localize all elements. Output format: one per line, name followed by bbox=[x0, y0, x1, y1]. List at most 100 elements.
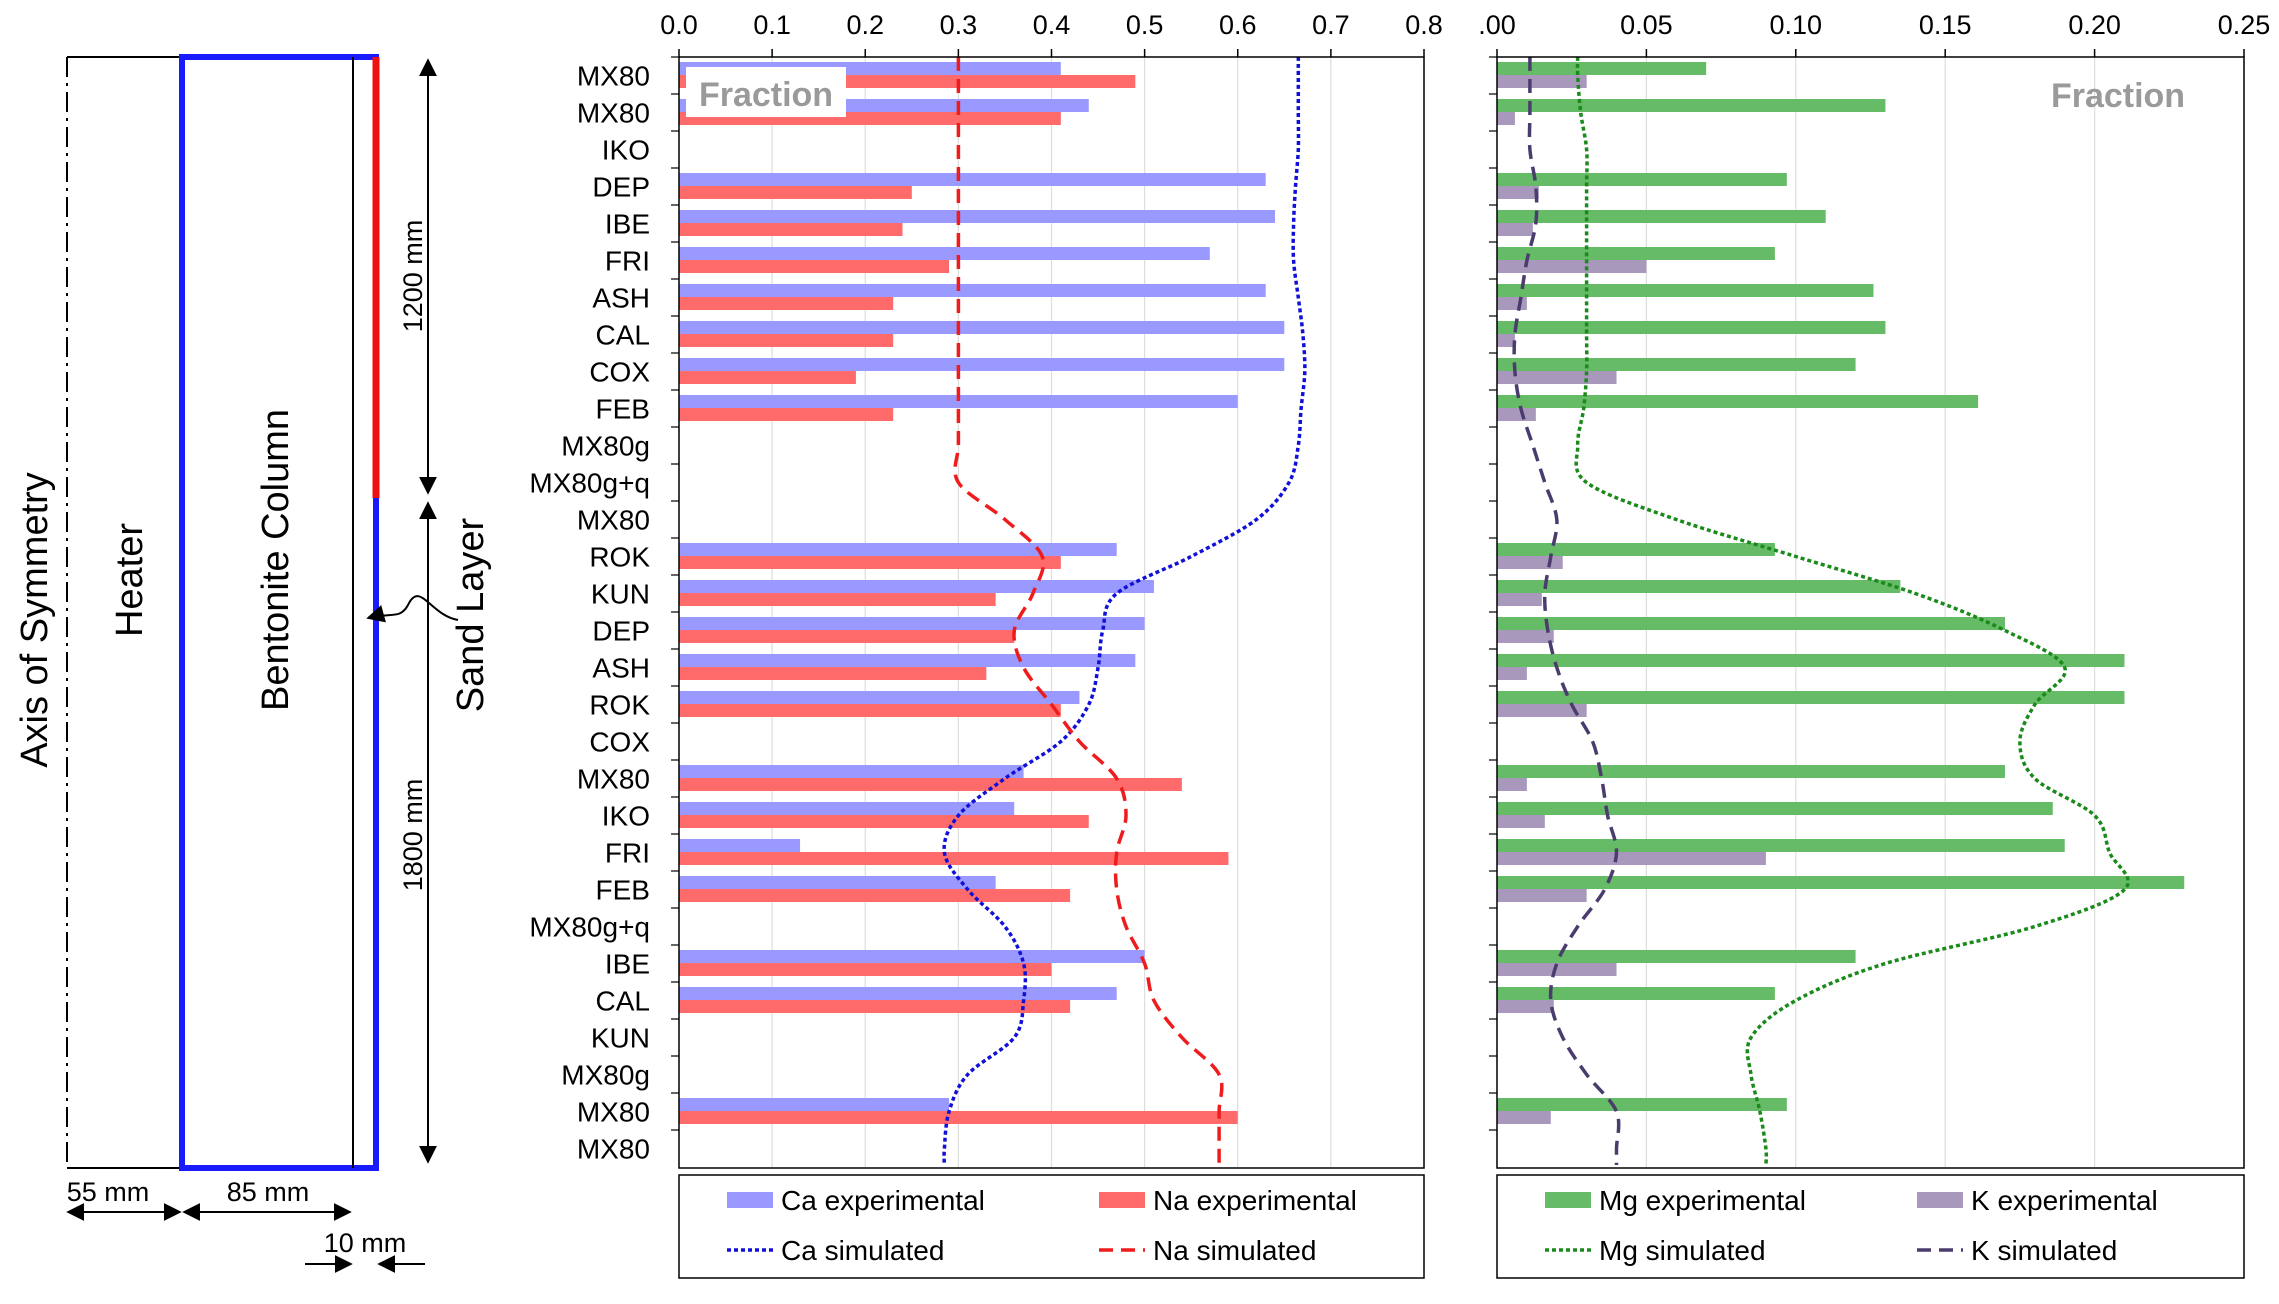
bar-na-experimental bbox=[679, 852, 1229, 865]
mg-k-chart: .00 0.05 0.10 0.15 0.20 0.25 Fraction Mg expe… bbox=[1478, 10, 2270, 1279]
category-label: MX80g bbox=[561, 431, 650, 462]
chart1-annotation-background bbox=[686, 67, 846, 117]
chart1-x-tick-labels: 0.0 0.1 0.2 0.3 0.4 0.5 0.6 0.7 0.8 bbox=[660, 10, 1443, 40]
bar-ca-experimental bbox=[679, 987, 1117, 1000]
x-tick-label: .00 bbox=[1478, 10, 1516, 40]
bar-mg-experimental bbox=[1497, 99, 1886, 112]
x-tick-label: 0.0 bbox=[660, 10, 698, 40]
bar-mg-experimental bbox=[1497, 247, 1775, 260]
category-label: COX bbox=[589, 357, 650, 388]
bar-mg-experimental bbox=[1497, 950, 1856, 963]
bar-na-experimental bbox=[679, 334, 894, 347]
category-label: ASH bbox=[592, 283, 650, 314]
bar-k-experimental bbox=[1497, 75, 1587, 88]
category-label: FEB bbox=[596, 394, 650, 425]
sand-width-label: 10 mm bbox=[324, 1228, 407, 1258]
ca-na-chart: 0.0 0.1 0.2 0.3 0.4 0.5 0.6 0.7 0.8 MX80 MX80 IKO D… bbox=[529, 10, 1443, 1279]
bar-mg-experimental bbox=[1497, 876, 2185, 889]
bar-k-experimental bbox=[1497, 260, 1647, 273]
bar-mg-experimental bbox=[1497, 987, 1775, 1000]
category-label: COX bbox=[589, 727, 650, 758]
chart1-legend: Ca experimental Na experimental Ca simulat… bbox=[678, 1174, 1425, 1279]
bar-ca-experimental bbox=[679, 395, 1238, 408]
bar-ca-experimental bbox=[679, 839, 801, 852]
bar-mg-experimental bbox=[1497, 284, 1874, 297]
chart1-bars bbox=[679, 62, 1285, 1124]
bar-na-experimental bbox=[679, 1111, 1238, 1124]
category-label: FEB bbox=[596, 875, 650, 906]
chart2-legend-frame bbox=[1496, 1174, 2245, 1279]
bar-k-experimental bbox=[1497, 704, 1587, 717]
category-label: MX80 bbox=[577, 505, 650, 536]
bar-mg-experimental bbox=[1497, 580, 1901, 593]
bar-mg-experimental bbox=[1497, 839, 2065, 852]
line-na-simulated bbox=[953, 57, 1224, 1165]
x-tick-label: 0.15 bbox=[1919, 10, 1972, 40]
bar-mg-experimental bbox=[1497, 358, 1856, 371]
bar-k-experimental bbox=[1497, 667, 1527, 680]
bar-mg-experimental bbox=[1497, 543, 1775, 556]
bar-k-experimental bbox=[1497, 889, 1587, 902]
bar-mg-experimental bbox=[1497, 802, 2053, 815]
category-label: MX80 bbox=[577, 61, 650, 92]
category-label: MX80 bbox=[577, 764, 650, 795]
bar-ca-experimental bbox=[679, 617, 1145, 630]
bar-mg-experimental bbox=[1497, 1098, 1787, 1111]
bar-na-experimental bbox=[679, 630, 1015, 643]
chart2-x-tick-labels: .00 0.05 0.10 0.15 0.20 0.25 bbox=[1478, 10, 2270, 40]
bar-k-experimental bbox=[1497, 556, 1563, 569]
chart2-y-tick-marks bbox=[1489, 56, 1497, 1131]
bar-ca-experimental bbox=[679, 580, 1154, 593]
heater-label: Heater bbox=[109, 523, 151, 637]
legend-label: Ca experimental bbox=[781, 1185, 985, 1216]
category-label: FRI bbox=[605, 246, 650, 277]
category-label: FRI bbox=[605, 838, 650, 869]
bar-k-experimental bbox=[1497, 334, 1515, 347]
category-label: DEP bbox=[592, 616, 650, 647]
category-label: DEP bbox=[592, 172, 650, 203]
bar-mg-experimental bbox=[1497, 210, 1826, 223]
column-diagram: Axis of Symmetry Heater Bentonite Column… bbox=[14, 54, 492, 1273]
legend-label: Mg experimental bbox=[1599, 1185, 1806, 1216]
category-label: ROK bbox=[589, 690, 650, 721]
x-tick-label: 0.1 bbox=[753, 10, 791, 40]
column-width-label: 85 mm bbox=[227, 1177, 310, 1207]
category-label: CAL bbox=[596, 986, 650, 1017]
legend-label: Na simulated bbox=[1153, 1235, 1316, 1266]
line-mg-simulated bbox=[1574, 56, 2130, 1166]
category-label: ROK bbox=[589, 542, 650, 573]
x-tick-label: 0.10 bbox=[1770, 10, 1823, 40]
bar-ca-experimental bbox=[679, 654, 1136, 667]
bar-k-experimental bbox=[1497, 852, 1766, 865]
bar-na-experimental bbox=[679, 593, 996, 606]
bar-ca-experimental bbox=[679, 173, 1266, 186]
bar-na-experimental bbox=[679, 297, 894, 310]
category-label: MX80g+q bbox=[529, 468, 650, 499]
chart1-simulated-lines bbox=[942, 57, 1307, 1166]
category-label: IBE bbox=[605, 949, 650, 980]
bar-na-experimental bbox=[679, 371, 856, 384]
category-label: IBE bbox=[605, 209, 650, 240]
sand-layer-pointer-arrow bbox=[366, 595, 459, 623]
x-tick-label: 0.05 bbox=[1620, 10, 1673, 40]
legend-swatch bbox=[1917, 1192, 1963, 1208]
bar-na-experimental bbox=[679, 223, 903, 236]
category-label: MX80 bbox=[577, 98, 650, 129]
legend-label: Mg simulated bbox=[1599, 1235, 1766, 1266]
chart2-plot-frame bbox=[1496, 56, 2245, 1169]
bar-ca-experimental bbox=[679, 765, 1024, 778]
bar-ca-experimental bbox=[679, 691, 1080, 704]
bar-ca-experimental bbox=[679, 321, 1285, 334]
bar-k-experimental bbox=[1497, 815, 1545, 828]
x-tick-label: 0.25 bbox=[2218, 10, 2271, 40]
chart1-category-labels: MX80 MX80 IKO DEP IBE FRI ASH CAL COX FEB MX80g MX8… bbox=[529, 56, 679, 1165]
x-tick-label: 0.8 bbox=[1405, 10, 1443, 40]
legend-label: K experimental bbox=[1971, 1185, 2158, 1216]
bar-na-experimental bbox=[679, 556, 1061, 569]
bar-k-experimental bbox=[1497, 778, 1527, 791]
chart2-annotation: Fraction bbox=[2051, 77, 2185, 115]
bar-mg-experimental bbox=[1497, 321, 1886, 334]
legend-swatch bbox=[727, 1192, 773, 1208]
line-ca-simulated bbox=[942, 57, 1307, 1166]
bar-k-experimental bbox=[1497, 1111, 1551, 1124]
